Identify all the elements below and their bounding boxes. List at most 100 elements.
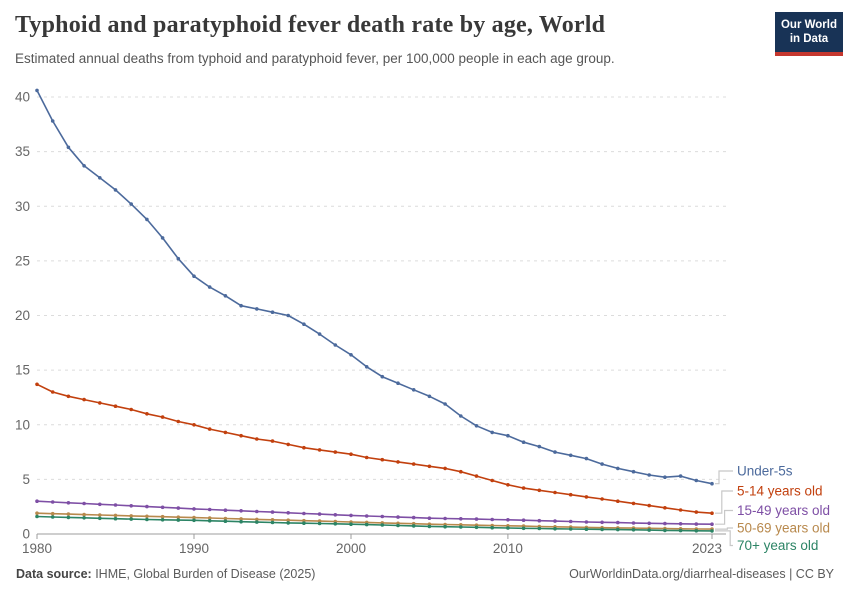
data-point — [568, 453, 573, 458]
data-point — [694, 529, 699, 533]
data-point — [82, 516, 86, 520]
series-line-50-69[interactable] — [36, 512, 713, 530]
x-axis-tick-label: 2023 — [692, 541, 722, 556]
legend-label-under-5s[interactable]: Under-5s — [737, 464, 793, 479]
data-point — [568, 492, 573, 497]
data-source-value: IHME, Global Burden of Disease (2025) — [91, 567, 316, 581]
data-point — [663, 506, 667, 510]
data-point — [380, 514, 385, 519]
data-point — [35, 514, 39, 519]
data-point — [113, 516, 118, 521]
data-point — [616, 499, 620, 504]
data-point — [333, 343, 338, 347]
data-point — [286, 511, 291, 515]
series-5-14[interactable] — [35, 382, 714, 516]
data-source-label: Data source: — [16, 567, 92, 581]
data-point — [584, 456, 589, 461]
data-point — [239, 519, 243, 524]
series-15-49[interactable] — [35, 499, 714, 526]
data-point — [600, 462, 604, 466]
data-point — [521, 526, 526, 531]
data-point — [521, 440, 526, 445]
data-point — [631, 521, 636, 525]
series-line-15-49[interactable] — [36, 500, 713, 525]
data-point — [192, 423, 196, 427]
legend-label-15-49[interactable]: 15-49 years old — [737, 503, 830, 518]
legend-label-50-69[interactable]: 50-69 years old — [737, 521, 830, 536]
data-point — [474, 525, 479, 530]
data-point — [98, 502, 102, 507]
data-point — [694, 510, 699, 514]
data-point — [710, 511, 714, 515]
x-axis-tick-label: 1990 — [179, 541, 209, 556]
data-point — [270, 310, 275, 315]
page-title: Typhoid and paratyphoid fever death rate… — [15, 12, 606, 38]
data-point — [302, 511, 306, 516]
series-line-5-14[interactable] — [36, 383, 713, 514]
data-point — [349, 522, 353, 526]
data-point — [490, 517, 495, 522]
data-point — [82, 397, 86, 402]
data-point — [239, 517, 243, 521]
data-point — [270, 518, 275, 522]
data-point — [176, 518, 181, 522]
series-line-under-5s[interactable] — [36, 90, 713, 485]
y-axis-tick-label: 20 — [15, 308, 30, 323]
data-point — [286, 521, 291, 525]
data-point — [113, 503, 118, 507]
data-point — [239, 303, 243, 308]
data-point — [568, 527, 573, 531]
data-point — [349, 452, 353, 457]
data-point — [113, 404, 118, 409]
data-point — [427, 394, 432, 399]
series-line-70-plus[interactable] — [36, 515, 713, 532]
data-point — [223, 519, 228, 523]
data-point — [616, 466, 620, 471]
data-point — [678, 508, 683, 512]
owid-citation-link[interactable]: OurWorldinData.org/diarrheal-diseases | … — [569, 567, 834, 581]
data-point — [50, 119, 55, 123]
page-subtitle: Estimated annual deaths from typhoid and… — [15, 51, 615, 66]
data-point — [192, 507, 196, 511]
legend-connector — [715, 527, 733, 530]
data-point — [302, 518, 306, 523]
legend-label-5-14[interactable]: 5-14 years old — [737, 484, 823, 499]
data-point — [286, 518, 291, 522]
data-point — [302, 445, 306, 450]
legend-connector — [715, 490, 733, 514]
data-point — [584, 495, 589, 499]
y-axis-tick-label: 0 — [22, 527, 30, 542]
data-point — [333, 522, 338, 526]
data-point — [380, 457, 385, 462]
data-point — [98, 401, 102, 405]
data-point — [160, 415, 165, 419]
data-point — [663, 475, 667, 480]
data-point — [380, 523, 385, 527]
data-point — [490, 525, 495, 530]
series-70-plus[interactable] — [35, 514, 714, 533]
data-point — [82, 512, 86, 517]
data-point — [443, 466, 447, 471]
data-point — [302, 521, 306, 525]
data-point — [459, 525, 463, 529]
series-50-69[interactable] — [35, 511, 714, 531]
data-point — [600, 497, 604, 501]
data-point — [678, 528, 683, 533]
data-point — [50, 511, 55, 516]
owid-logo[interactable]: Our World in Data — [775, 12, 843, 56]
data-point — [98, 176, 102, 180]
x-axis: 1980 1990 2000 2010 2023 — [22, 534, 722, 556]
data-point — [66, 515, 71, 520]
data-point — [223, 508, 228, 512]
data-point — [396, 523, 400, 528]
data-point — [521, 486, 526, 490]
y-axis-tick-label: 40 — [15, 90, 30, 105]
data-point — [537, 488, 542, 493]
data-point — [270, 520, 275, 525]
data-point — [254, 520, 259, 524]
data-point — [443, 524, 447, 529]
legend-label-70-plus[interactable]: 70+ years old — [737, 538, 818, 553]
logo-red-bar — [775, 52, 843, 56]
series-under-5s[interactable] — [35, 88, 714, 486]
